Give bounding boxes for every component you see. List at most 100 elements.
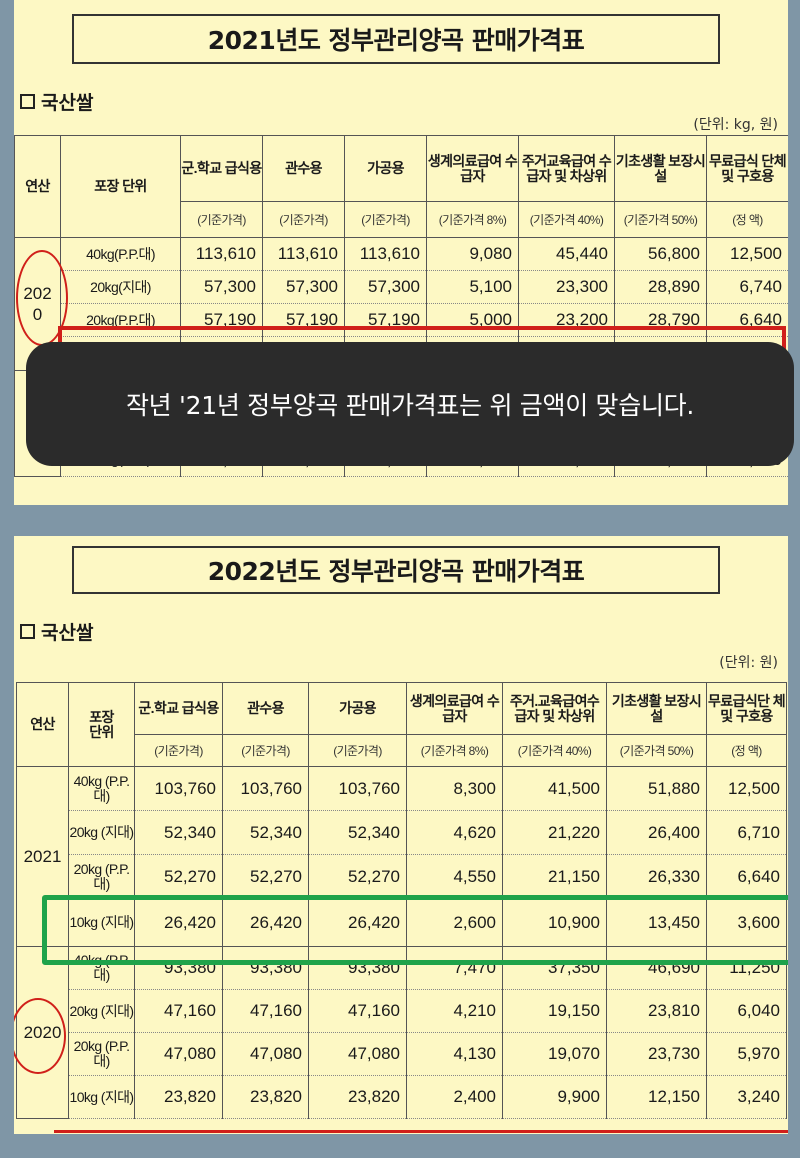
- header-sub: (기준가격): [222, 734, 309, 767]
- header-package: 포장 단위: [68, 682, 135, 767]
- price-cell: 5,970: [706, 1032, 787, 1076]
- header-sub: (기준가격 40%): [518, 201, 615, 238]
- price-table: 연산 포장 단위 군.학교 급식용 관수용 가공용 생계의료급여 수급자 주거.…: [16, 682, 787, 1119]
- header-col: 생계의료급여 수급자: [426, 135, 519, 202]
- price-cell: 9,900: [502, 1075, 607, 1119]
- price-cell: 4,130: [406, 1032, 503, 1076]
- section-label-text: 국산쌀: [41, 92, 94, 114]
- header-sub: (기준가격): [308, 734, 407, 767]
- table-row: 20kg(P.P.대) 57,190 57,190 57,190 5,000 23,200…: [15, 303, 788, 337]
- price-cell: 47,160: [222, 989, 309, 1033]
- header-sub: (기준가격 50%): [614, 201, 707, 238]
- header-col: 군.학교 급식용: [180, 135, 263, 202]
- header-col: 주거교육급여 수급자 및 차상위: [518, 135, 615, 202]
- package-cell: 20kg (지대): [68, 989, 135, 1033]
- price-cell: 3,240: [706, 1075, 787, 1119]
- price-cell: 12,500: [706, 237, 788, 271]
- table-row: 20kg (P.P.대) 47,080 47,080 47,080 4,130 19,07…: [17, 1032, 787, 1076]
- price-cell: 21,150: [502, 854, 607, 899]
- price-cell: 6,740: [706, 270, 788, 304]
- table-row: 20kg (지대) 47,160 47,160 47,160 4,210 19,150 23…: [17, 989, 787, 1033]
- price-cell: 23,730: [606, 1032, 707, 1076]
- header-sub: (기준가격): [344, 201, 427, 238]
- table-row: 10kg (지대) 26,420 26,420 26,420 2,600 10,900 13…: [17, 898, 787, 947]
- price-cell: 23,820: [308, 1075, 407, 1119]
- price-cell: 6,710: [706, 810, 787, 855]
- unit-label: (단위: 원): [719, 655, 778, 671]
- header-year: 연산: [16, 682, 69, 767]
- price-cell: 4,550: [406, 854, 503, 899]
- price-cell: 57,190: [344, 303, 427, 337]
- price-cell: 23,810: [606, 989, 707, 1033]
- price-cell: 8,300: [406, 766, 503, 811]
- header-sub: (기준가격): [134, 734, 223, 767]
- price-cell: 47,160: [308, 989, 407, 1033]
- price-cell: 28,790: [614, 303, 707, 337]
- price-cell: 113,610: [262, 237, 345, 271]
- price-cell: 57,190: [180, 303, 263, 337]
- price-cell: 37,350: [502, 946, 607, 990]
- price-cell: 26,400: [606, 810, 707, 855]
- price-cell: 2,400: [406, 1075, 503, 1119]
- header-col: 가공용: [344, 135, 427, 202]
- package-cell: 20kg(지대): [60, 270, 181, 304]
- price-table-2022-panel: 2022년도 정부관리양곡 판매가격표 국산쌀 (단위: 원) 연산 포장 단위…: [14, 536, 788, 1134]
- price-cell: 52,340: [134, 810, 223, 855]
- table-row: 10kg (지대) 23,820 23,820 23,820 2,400 9,900 12,…: [17, 1075, 787, 1119]
- price-cell: 23,300: [518, 270, 615, 304]
- price-cell: 52,270: [308, 854, 407, 899]
- price-cell: 47,080: [308, 1032, 407, 1076]
- header-col: 기초생활 보장시설: [614, 135, 707, 202]
- table-row: 2021 40kg (P.P.대) 103,760 103,760 103,760 8,3…: [16, 766, 787, 947]
- price-cell: 56,800: [614, 237, 707, 271]
- header-sub: (정 액): [706, 734, 787, 767]
- header-year: 연산: [14, 135, 61, 238]
- price-cell: 113,610: [180, 237, 263, 271]
- section-label: 국산쌀: [20, 88, 93, 115]
- price-cell: 26,330: [606, 854, 707, 899]
- unit-label: (단위: kg, 원): [693, 117, 778, 133]
- header-col: 관수용: [222, 682, 309, 735]
- header-sub: (기준가격): [180, 201, 263, 238]
- package-cell: 10kg (지대): [68, 1075, 135, 1119]
- red-circle-annotation: [14, 998, 66, 1074]
- table-row: 2020 40kg (P.P.대) 93,380 93,380 93,380 7,470 3…: [16, 946, 787, 1119]
- price-cell: 103,760: [134, 766, 223, 811]
- price-cell: 52,270: [222, 854, 309, 899]
- header-col: 생계의료급여 수급자: [406, 682, 503, 735]
- header-sub: (정 액): [706, 201, 788, 238]
- price-cell: 52,340: [222, 810, 309, 855]
- package-cell: 40kg (P.P.대): [68, 766, 135, 811]
- header-sub: (기준가격 8%): [406, 734, 503, 767]
- price-cell: 12,500: [706, 766, 787, 811]
- price-cell: 57,300: [344, 270, 427, 304]
- price-cell: 47,080: [134, 1032, 223, 1076]
- price-cell: 57,300: [180, 270, 263, 304]
- price-cell: 6,640: [706, 854, 787, 899]
- table-row: 20kg(지대) 57,300 57,300 57,300 5,100 23,300 28,…: [15, 270, 788, 304]
- price-cell: 113,610: [344, 237, 427, 271]
- checkbox-square-icon: [20, 94, 35, 109]
- header-col: 기초생활 보장시설: [606, 682, 707, 735]
- price-cell: 52,270: [134, 854, 223, 899]
- header-col: 무료급식단 체 및 구호용: [706, 682, 787, 735]
- price-cell: 5,000: [426, 303, 519, 337]
- green-box-annotation: [42, 895, 788, 965]
- price-cell: 6,040: [706, 989, 787, 1033]
- header-col: 주거.교육급여수 급자 및 차상위: [502, 682, 607, 735]
- price-cell: 103,760: [308, 766, 407, 811]
- package-cell: 20kg (P.P.대): [68, 1032, 135, 1076]
- red-underline-annotation: [54, 1130, 788, 1133]
- checkbox-square-icon: [20, 624, 35, 639]
- price-cell: 19,150: [502, 989, 607, 1033]
- table-row: 20kg (P.P.대) 52,270 52,270 52,270 4,550 21,15…: [17, 854, 787, 899]
- page-title: 2021년도 정부관리양곡 판매가격표: [72, 14, 720, 64]
- package-cell: 20kg (P.P.대): [68, 854, 135, 899]
- price-cell: 41,500: [502, 766, 607, 811]
- section-label: 국산쌀: [20, 618, 93, 645]
- header-col: 군.학교 급식용: [134, 682, 223, 735]
- header-col: 가공용: [308, 682, 407, 735]
- price-cell: 2,600: [406, 898, 503, 947]
- price-cell: 23,820: [222, 1075, 309, 1119]
- header-sub: (기준가격 50%): [606, 734, 707, 767]
